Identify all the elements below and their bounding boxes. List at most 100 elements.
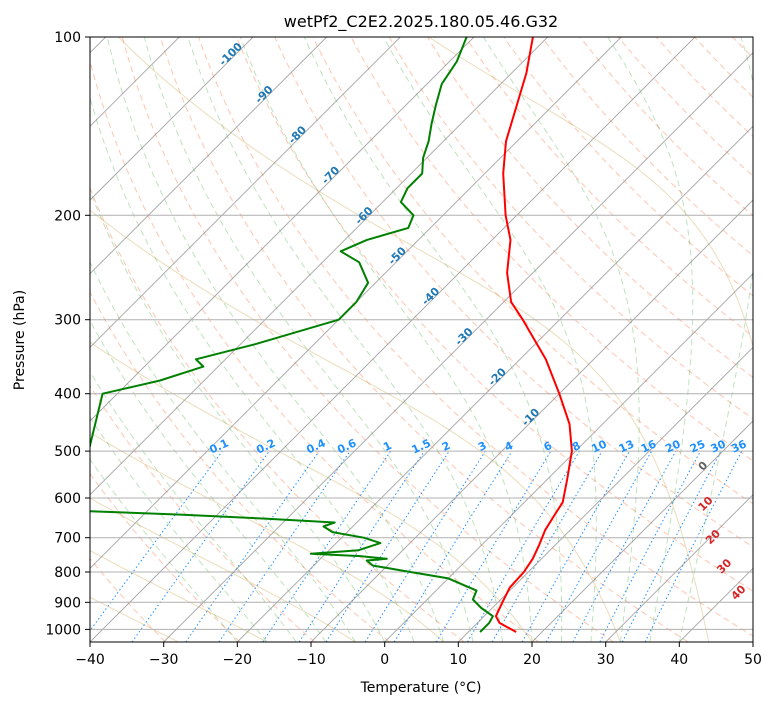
dry-adiabat — [121, 37, 614, 642]
mixing-ratio-label: 16 — [639, 437, 659, 455]
mixing-ratio-label: 36 — [729, 437, 749, 455]
moist-adiabat — [90, 370, 297, 642]
dewpoint-profile — [90, 37, 494, 633]
y-tick-label: 100 — [54, 30, 81, 46]
mixing-ratio-line — [393, 450, 513, 642]
x-tick-label: 30 — [597, 652, 615, 668]
isotherm-line — [236, 125, 753, 642]
dry-adiabat — [312, 37, 753, 505]
moist-adiabat — [90, 260, 356, 642]
isotherm-line — [90, 37, 254, 201]
isotherm-line — [90, 37, 622, 570]
moist-adiabat — [90, 189, 386, 642]
moist-adiabat — [90, 319, 327, 642]
wetbulb-curve — [90, 549, 268, 642]
y-tick-label: 1000 — [45, 622, 81, 638]
dry-adiabat — [90, 384, 316, 642]
mixing-ratio-line — [572, 450, 677, 642]
y-tick-label: 200 — [54, 208, 81, 224]
mixing-ratio-label: 13 — [617, 437, 636, 455]
moist-adiabat — [187, 37, 503, 642]
dry-adiabat — [159, 37, 689, 642]
moist-adiabat — [90, 458, 238, 642]
temperature-profile — [494, 37, 573, 633]
x-tick-label: −30 — [149, 652, 179, 668]
wetbulb-curve — [90, 596, 179, 642]
isotherm-line — [163, 51, 753, 642]
dry-adiabat — [388, 37, 753, 420]
mixing-ratio-label: 10 — [589, 437, 609, 455]
x-axis-label: Temperature (°C) — [360, 680, 482, 696]
isotherm-line — [605, 493, 753, 642]
dry-adiabat — [90, 59, 540, 642]
wetbulb-curve — [90, 497, 356, 642]
x-tick-label: −10 — [296, 652, 326, 668]
isotherm-line — [531, 420, 753, 642]
mixing-ratio-line — [298, 450, 425, 642]
mixing-ratio-label: 25 — [688, 437, 707, 455]
moist-adiabat — [482, 37, 640, 642]
isotherm-line — [310, 199, 753, 642]
axes: −40 −30 −20 −10 0 10 20 30 40 50 100 200 300 400 500 60… — [45, 30, 762, 668]
dry-adiabat — [503, 37, 753, 297]
mixing-ratio-line — [218, 450, 351, 642]
mixing-ratio-line — [90, 450, 223, 632]
chart-title: wetPf2_C2E2.2025.180.05.46.G32 — [284, 12, 558, 32]
x-tick-label: 20 — [523, 652, 541, 668]
moist-adiabat — [607, 37, 694, 642]
isotherm-line — [457, 346, 753, 642]
mixing-ratio-line — [131, 450, 270, 642]
isotherm-line — [90, 37, 328, 275]
plot-area — [90, 37, 753, 642]
moist-adiabat — [678, 37, 753, 642]
mixing-ratio-line — [262, 450, 392, 642]
dry-adiabat — [236, 37, 753, 592]
mixing-ratio-label: 20 — [663, 437, 683, 455]
wetbulb-curve — [90, 431, 444, 642]
x-tick-label: 10 — [449, 652, 467, 668]
dry-adiabat — [426, 37, 753, 378]
dry-adiabat — [90, 186, 465, 642]
mixing-ratio-label: 30 — [709, 437, 729, 455]
wetbulb-curve — [428, 37, 753, 349]
isotherm-line — [90, 37, 401, 349]
x-tick-label: −40 — [75, 652, 105, 668]
isotherm-line — [90, 37, 696, 642]
mixing-ratio-line — [185, 450, 320, 642]
mixing-ratio-line — [325, 450, 450, 642]
x-tick-label: −20 — [223, 652, 253, 668]
y-tick-label: 800 — [54, 565, 81, 581]
plot-frame — [89, 36, 754, 643]
dry-adiabat — [617, 37, 753, 177]
dry-adiabat — [90, 291, 390, 642]
line-labels: -100-90-80-70-60-50-40-30-20-100.1 0.2 0.4… — [207, 40, 748, 603]
y-tick-label: 600 — [54, 491, 81, 507]
mixing-ratio-line — [545, 450, 653, 642]
wetbulb-curve — [90, 209, 621, 642]
y-tick-label: 900 — [54, 595, 81, 611]
wetbulb-curve — [118, 37, 710, 642]
moist-adiabat — [303, 37, 563, 642]
dry-adiabat — [198, 37, 753, 637]
y-tick-label: 400 — [54, 387, 81, 403]
isotherm-line — [384, 272, 753, 642]
moist-adiabat — [143, 37, 474, 642]
x-tick-label: 50 — [744, 652, 762, 668]
mixing-ratio-line — [521, 450, 630, 642]
x-tick-label: 40 — [670, 652, 688, 668]
mixing-ratio-line — [644, 450, 743, 642]
y-tick-label: 500 — [54, 444, 81, 460]
moist-adiabat — [239, 37, 533, 642]
isotherm-line — [90, 37, 549, 496]
y-tick-label: 700 — [54, 531, 81, 547]
moist-adiabat — [90, 416, 268, 642]
y-axis-label: Pressure (hPa) — [12, 290, 28, 390]
dry-adiabat — [274, 37, 753, 548]
wetbulb-curve — [90, 341, 533, 642]
isotherm-line — [90, 37, 475, 422]
x-tick-label: 0 — [380, 652, 389, 668]
y-tick-label: 300 — [54, 313, 81, 329]
moist-adiabat — [383, 37, 597, 642]
